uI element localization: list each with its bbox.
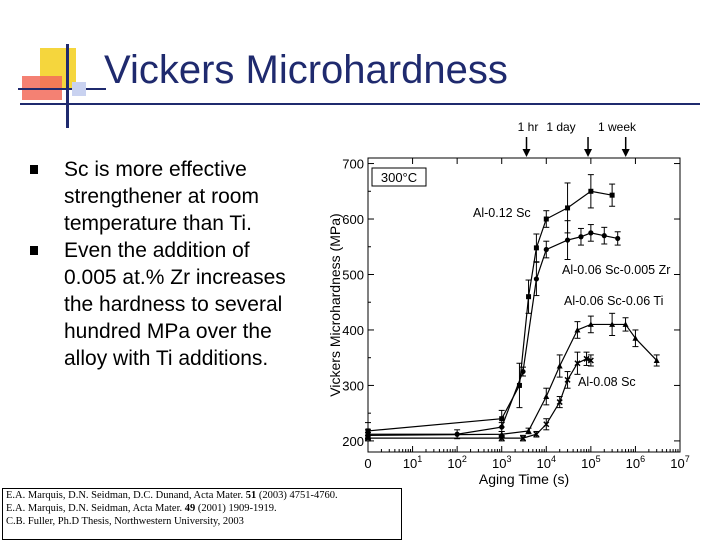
data-point-square [499, 416, 505, 422]
data-point-cross [564, 376, 571, 383]
data-point-triangle [525, 427, 532, 434]
data-point-triangle [587, 321, 594, 327]
series-line-1 [367, 190, 613, 432]
bullet-square-icon [30, 165, 38, 174]
deco-blue-horizontal-line [18, 88, 106, 90]
data-point-circle [588, 230, 594, 236]
plot-frame [367, 157, 681, 453]
data-point-square [588, 188, 594, 194]
bullet-item-1: Sc is more effective strengthener at roo… [30, 156, 292, 237]
series-label-2: Al-0.06 Sc-0.005 Zr [562, 263, 670, 277]
data-point-circle [601, 233, 607, 239]
slide-title: Vickers Microhardness [104, 48, 508, 92]
data-point-cross [533, 431, 540, 438]
bullet-item-2: Even the addition of 0.005 at.% Zr incre… [30, 237, 292, 372]
data-point-circle [543, 246, 549, 253]
data-point-cross [364, 435, 372, 442]
data-point-triangle [543, 393, 550, 400]
data-point-cross [574, 360, 581, 367]
x-tick-label: 105 [581, 454, 600, 471]
bullet-square-icon [30, 246, 38, 255]
x-tick-label: 107 [670, 454, 689, 471]
x-tick-label: 101 [403, 454, 422, 471]
data-point-circle [533, 276, 539, 282]
data-point-square [543, 216, 549, 222]
data-point-circle [615, 235, 621, 242]
time-marker-label-1-day: 1 day [546, 120, 575, 134]
deco-blue-vertical-line [66, 44, 69, 128]
data-point-circle [578, 234, 584, 240]
time-marker-arrowhead-1-hr [522, 149, 531, 157]
data-point-circle [520, 368, 526, 375]
data-point-square [609, 192, 615, 198]
data-point-triangle [556, 363, 563, 369]
x-tick-label: 102 [447, 454, 466, 471]
deco-blue-square [72, 82, 86, 96]
data-point-triangle [574, 326, 581, 333]
data-point-square [533, 245, 539, 251]
data-point-cross [498, 435, 505, 442]
data-point-triangle [609, 321, 616, 327]
time-marker-label-1-week: 1 week [598, 120, 637, 134]
y-tick-label: 300 [342, 378, 364, 393]
x-tick-label: 103 [492, 454, 511, 471]
y-tick-label: 400 [342, 323, 364, 338]
data-point-square [516, 382, 522, 388]
time-marker-arrowhead-1-week [621, 149, 630, 157]
series-label-4: Al-0.08 Sc [578, 375, 636, 389]
x-tick-label: 0 [364, 456, 371, 471]
data-point-square [565, 205, 571, 211]
data-point-cross [543, 421, 550, 428]
time-marker-arrowhead-1-day [584, 149, 593, 157]
bullet-list: Sc is more effective strengthener at roo… [30, 156, 292, 372]
y-axis-label: Vickers Microhardness (MPa) [327, 213, 343, 396]
data-point-cross [583, 355, 590, 362]
x-tick-label: 104 [537, 454, 556, 471]
title-divider [20, 103, 700, 105]
citation-box: E.A. Marquis, D.N. Seidman, D.C. Dunand,… [2, 488, 402, 540]
time-marker-label-1-hr: 1 hr [518, 120, 539, 134]
data-point-cross [556, 399, 563, 406]
data-point-triangle [632, 335, 639, 341]
series-label-3: Al-0.06 Sc-0.06 Ti [564, 294, 663, 308]
y-tick-label: 500 [342, 267, 364, 282]
bullet-text-2: Even the addition of 0.005 at.% Zr incre… [64, 239, 286, 370]
data-point-circle [499, 424, 505, 430]
series-line-4 [368, 358, 592, 439]
data-point-triangle [622, 321, 629, 327]
data-point-circle [564, 237, 571, 243]
y-tick-label: 700 [342, 157, 364, 172]
temperature-label: 300°C [381, 170, 417, 185]
data-point-triangle [653, 357, 660, 363]
y-tick-label: 200 [342, 434, 364, 449]
x-tick-label: 106 [626, 454, 645, 471]
bullet-text-1: Sc is more effective strengthener at roo… [64, 158, 259, 235]
citation-2: E.A. Marquis, D.N. Seidman, Acta Mater. … [6, 503, 277, 514]
citation-1: E.A. Marquis, D.N. Seidman, D.C. Dunand,… [6, 490, 338, 501]
data-point-cross [519, 435, 527, 442]
series-label-1: Al-0.12 Sc [473, 206, 531, 220]
citation-3: C.B. Fuller, Ph.D Thesis, Northwestern U… [6, 516, 244, 527]
data-point-cross [587, 357, 594, 364]
temperature-box [371, 167, 427, 187]
y-tick-label: 600 [342, 212, 364, 227]
data-point-square [526, 294, 532, 300]
x-axis-label: Aging Time (s) [479, 471, 569, 487]
